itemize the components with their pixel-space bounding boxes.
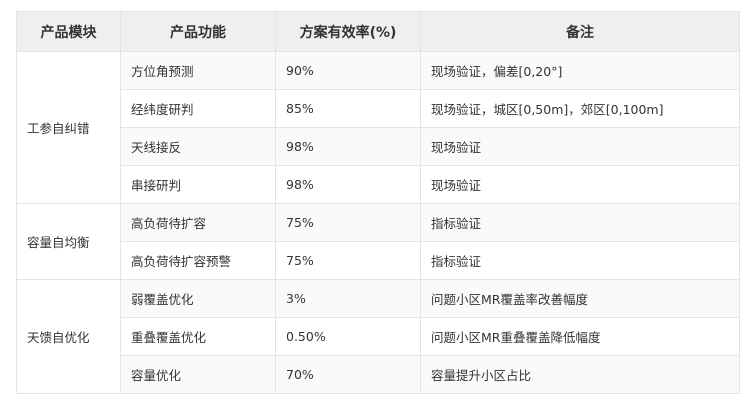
function-cell: 高负荷待扩容 [120, 203, 276, 242]
function-cell: 重叠覆盖优化 [120, 317, 276, 356]
function-cell: 高负荷待扩容预警 [120, 241, 276, 280]
table-row: 容量自均衡 高负荷待扩容 75% 指标验证 [16, 203, 740, 280]
note-cell: 指标验证 [420, 203, 740, 242]
note-cell: 指标验证 [420, 241, 740, 280]
module-cell: 天馈自优化 [16, 279, 121, 394]
note-cell: 现场验证，城区[0,50m]，郊区[0,100m] [420, 89, 740, 128]
table-row: 经纬度研判 85% 现场验证，城区[0,50m]，郊区[0,100m] [17, 89, 740, 128]
note-cell: 现场验证 [420, 165, 740, 204]
function-cell: 串接研判 [120, 165, 276, 204]
rate-cell: 98% [275, 165, 421, 204]
rate-cell: 75% [275, 241, 421, 280]
table-row: 重叠覆盖优化 0.50% 问题小区MR重叠覆盖降低幅度 [17, 317, 740, 356]
rate-cell: 90% [275, 51, 421, 90]
rate-cell: 98% [275, 127, 421, 166]
function-cell: 方位角预测 [120, 51, 276, 90]
function-cell: 天线接反 [120, 127, 276, 166]
function-cell: 经纬度研判 [120, 89, 276, 128]
note-cell: 现场验证 [420, 127, 740, 166]
note-cell: 现场验证，偏差[0,20°] [420, 51, 740, 90]
table-row: 容量优化 70% 容量提升小区占比 [17, 355, 740, 394]
rate-cell: 85% [275, 89, 421, 128]
rate-cell: 70% [275, 355, 421, 394]
header-rate: 方案有效率(%) [275, 11, 421, 52]
table-row: 天线接反 98% 现场验证 [17, 127, 740, 166]
note-cell: 问题小区MR覆盖率改善幅度 [420, 279, 740, 318]
rate-cell: 0.50% [275, 317, 421, 356]
table-row: 工参自纠错 方位角预测 90% 现场验证，偏差[0,20°] [16, 51, 740, 204]
rate-cell: 3% [275, 279, 421, 318]
header-module: 产品模块 [16, 11, 121, 52]
header-row: 产品模块 产品功能 方案有效率(%) 备注 [16, 11, 740, 52]
note-cell: 容量提升小区占比 [420, 355, 740, 394]
table-row: 天馈自优化 弱覆盖优化 3% 问题小区MR覆盖率改善幅度 [16, 279, 740, 394]
product-table: 产品模块 产品功能 方案有效率(%) 备注 工参自纠错 方位角预测 90% 现场验证，… [16, 11, 740, 394]
note-cell: 问题小区MR重叠覆盖降低幅度 [420, 317, 740, 356]
header-function: 产品功能 [120, 11, 276, 52]
table-row: 串接研判 98% 现场验证 [17, 165, 740, 204]
table-row: 高负荷待扩容预警 75% 指标验证 [17, 241, 740, 280]
function-cell: 弱覆盖优化 [120, 279, 276, 318]
module-cell: 工参自纠错 [16, 51, 121, 204]
module-cell: 容量自均衡 [16, 203, 121, 280]
function-cell: 容量优化 [120, 355, 276, 394]
header-note: 备注 [420, 11, 740, 52]
rate-cell: 75% [275, 203, 421, 242]
